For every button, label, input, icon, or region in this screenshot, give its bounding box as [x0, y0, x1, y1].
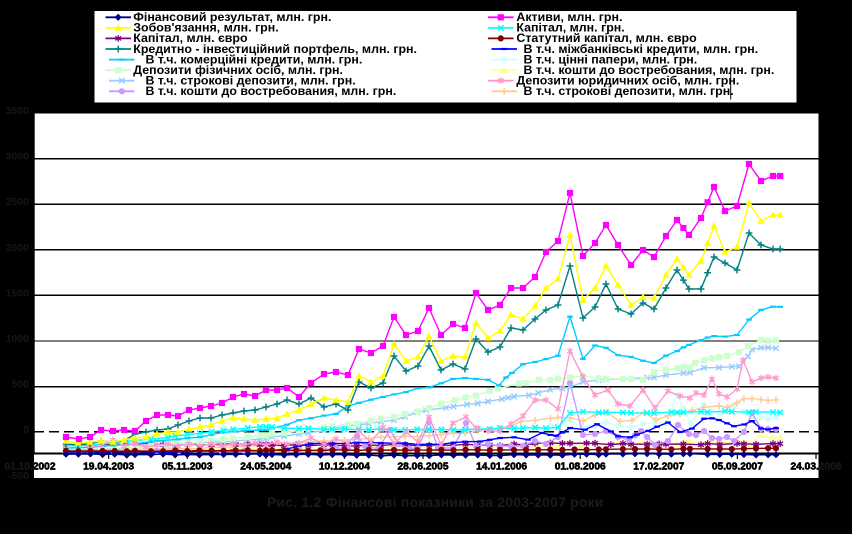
- svg-text:01.10.2002: 01.10.2002: [5, 462, 56, 473]
- svg-text:Депозити фізичних осіб, млн. г: Депозити фізичних осіб, млн. грн.: [133, 63, 343, 77]
- svg-text:14.01.2006: 14.01.2006: [476, 462, 527, 473]
- svg-text:01.08.2006: 01.08.2006: [555, 462, 606, 473]
- svg-text:17.02.2007: 17.02.2007: [633, 462, 684, 473]
- svg-text:2000: 2000: [6, 242, 30, 254]
- svg-text:Фінансовий результат, млн. грн: Фінансовий результат, млн. грн.: [133, 10, 331, 24]
- svg-text:24.03.2008: 24.03.2008: [791, 462, 842, 473]
- svg-text:01.10.2002: 01.10.2002: [5, 462, 56, 473]
- svg-text:500: 500: [11, 379, 29, 391]
- svg-text:Кредитно - інвестиційний портф: Кредитно - інвестиційний портфель, млн. …: [133, 42, 417, 56]
- svg-text:2500: 2500: [6, 196, 30, 208]
- svg-text:Зобов'язання, млн. грн.: Зобов'язання, млн. грн.: [133, 21, 278, 35]
- svg-text:28.06.2005: 28.06.2005: [398, 462, 449, 473]
- svg-text:3000: 3000: [6, 151, 30, 163]
- svg-text:24.03.2008: 24.03.2008: [791, 462, 842, 473]
- svg-text:19.04.2003: 19.04.2003: [83, 462, 134, 473]
- svg-text:0: 0: [23, 424, 29, 436]
- svg-text:05.09.2007: 05.09.2007: [712, 462, 763, 473]
- svg-text:24.05.2004: 24.05.2004: [240, 462, 291, 473]
- svg-text:Капітал, млн. грн.: Капітал, млн. грн.: [516, 21, 624, 35]
- svg-text:В т.ч. кошти до востребования,: В т.ч. кошти до востребования, млн. грн.: [146, 84, 397, 98]
- svg-text:Капітал, млн. євро: Капітал, млн. євро: [133, 31, 248, 45]
- svg-text:В т.ч. строкові депозити, млн.: В т.ч. строкові депозити, млн. грн.: [524, 84, 734, 98]
- svg-text:1000: 1000: [6, 333, 30, 345]
- svg-text:Рис. 1.2 Фінансові показники з: Рис. 1.2 Фінансові показники за 2003-200…: [267, 495, 604, 510]
- svg-text:Статутний капітал, млн. євро: Статутний капітал, млн. євро: [516, 31, 697, 45]
- svg-text:10.12.2004: 10.12.2004: [319, 462, 370, 473]
- svg-text:В т.ч. комерційні кредити, млн: В т.ч. комерційні кредити, млн. грн.: [146, 52, 363, 66]
- svg-text:17.02.2007: 17.02.2007: [633, 462, 684, 473]
- svg-text:05.11.2003: 05.11.2003: [162, 462, 213, 473]
- svg-text:В т.ч. кошти до востребования,: В т.ч. кошти до востребования, млн. грн.: [524, 63, 775, 77]
- svg-text:В т.ч. міжбанківські кредити,: В т.ч. міжбанківські кредити, млн. грн.: [524, 42, 759, 56]
- svg-text:01.08.2006: 01.08.2006: [555, 462, 606, 473]
- svg-text:В т.ч. строкові депозити, млн.: В т.ч. строкові депозити, млн. грн.: [146, 74, 356, 88]
- svg-text:19.04.2003: 19.04.2003: [83, 462, 134, 473]
- svg-text:-500: -500: [8, 470, 29, 482]
- svg-text:1500: 1500: [6, 287, 30, 299]
- svg-text:05.09.2007: 05.09.2007: [712, 462, 763, 473]
- svg-text:24.05.2004: 24.05.2004: [240, 462, 291, 473]
- svg-text:Депозити юридичних осіб, млн.: Депозити юридичних осіб, млн. грн.: [516, 74, 739, 88]
- svg-text:Активи, млн. грн.: Активи, млн. грн.: [516, 10, 622, 24]
- svg-text:28.06.2005: 28.06.2005: [398, 462, 449, 473]
- svg-text:В т.ч. цінні папери, млн. грн.: В т.ч. цінні папери, млн. грн.: [524, 52, 698, 66]
- svg-text:3500: 3500: [6, 105, 30, 117]
- svg-text:10.12.2004: 10.12.2004: [319, 462, 370, 473]
- svg-text:05.11.2003: 05.11.2003: [162, 462, 213, 473]
- svg-text:14.01.2006: 14.01.2006: [476, 462, 527, 473]
